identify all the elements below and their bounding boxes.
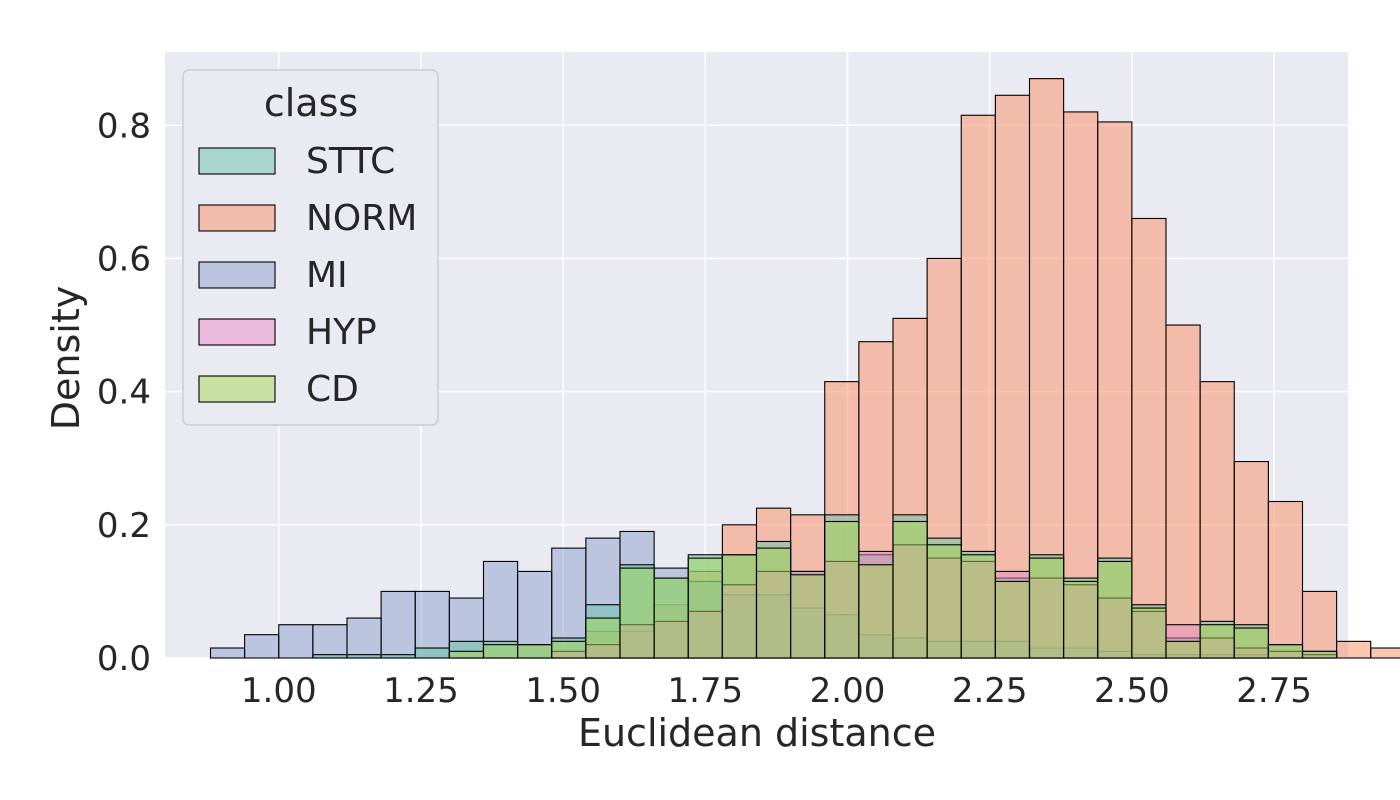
legend-swatch-cd xyxy=(198,375,276,403)
legend-swatch-mi xyxy=(198,261,276,289)
x-tick-label: 1.75 xyxy=(667,671,743,711)
bar-cd xyxy=(892,520,928,659)
bar-norm xyxy=(1131,217,1167,659)
legend: class STTC NORM MI HYP CD xyxy=(182,69,439,426)
bar-cd xyxy=(1131,607,1167,659)
bar-norm xyxy=(1336,640,1372,659)
legend-label-hyp: HYP xyxy=(306,312,377,353)
bar-mi xyxy=(346,617,382,659)
bar-cd xyxy=(517,644,553,659)
bar-sttc xyxy=(346,654,382,659)
x-tick-label: 1.00 xyxy=(241,671,317,711)
series-cd xyxy=(448,520,1338,659)
bar-mi xyxy=(209,647,246,659)
bar-cd xyxy=(755,547,792,659)
bar-cd xyxy=(653,577,689,659)
bar-mi xyxy=(278,624,314,659)
bar-norm xyxy=(1199,381,1235,659)
bar-cd xyxy=(1097,560,1133,659)
histogram-bars xyxy=(209,78,1400,659)
bar-sttc xyxy=(380,654,416,659)
bar-cd xyxy=(721,554,758,659)
x-tick-label: 1.25 xyxy=(383,671,459,711)
bar-norm xyxy=(1165,324,1201,659)
y-tick-label: 0.4 xyxy=(97,373,151,413)
bar-norm xyxy=(1063,111,1099,659)
x-tick-label: 2.75 xyxy=(1236,671,1312,711)
bar-norm xyxy=(1301,590,1338,659)
bar-cd xyxy=(1267,644,1304,659)
bar-cd xyxy=(1028,557,1065,659)
legend-label-cd: CD xyxy=(306,369,359,410)
bar-norm xyxy=(994,94,1031,659)
bar-cd xyxy=(687,557,723,659)
y-tick-label: 0.6 xyxy=(97,239,151,279)
y-axis-label: Density xyxy=(44,286,88,430)
bar-cd xyxy=(1233,627,1269,659)
bar-cd xyxy=(994,580,1031,659)
x-axis-label: Euclidean distance xyxy=(578,711,936,755)
bar-cd xyxy=(551,640,587,659)
x-tick-label: 2.50 xyxy=(1094,671,1170,711)
bar-cd xyxy=(1301,650,1338,659)
bar-mi xyxy=(244,634,280,659)
bar-cd xyxy=(960,554,996,659)
bar-mi xyxy=(380,590,416,659)
legend-label-norm: NORM xyxy=(306,198,417,239)
bar-cd xyxy=(1165,640,1201,659)
legend-label-sttc: STTC xyxy=(306,141,395,182)
legend-swatch-sttc xyxy=(198,147,276,175)
bar-cd xyxy=(448,650,485,659)
bar-cd xyxy=(926,544,962,659)
bar-cd xyxy=(1063,580,1099,659)
y-axis-ticks: 0.0 0.2 0.4 0.6 0.8 xyxy=(97,106,151,679)
bar-mi xyxy=(312,624,348,659)
bar-cd xyxy=(824,520,860,659)
bar-sttc xyxy=(312,654,348,659)
y-tick-label: 0.2 xyxy=(97,506,151,546)
x-tick-label: 1.50 xyxy=(525,671,601,711)
bar-norm xyxy=(1267,500,1304,659)
bar-cd xyxy=(482,644,519,659)
bar-cd xyxy=(858,564,894,659)
legend-swatch-hyp xyxy=(198,318,276,346)
y-tick-label: 0.0 xyxy=(97,639,151,679)
legend-swatch-norm xyxy=(198,204,276,232)
y-tick-label: 0.8 xyxy=(97,106,151,146)
bar-cd xyxy=(1199,624,1235,659)
x-tick-label: 2.25 xyxy=(952,671,1028,711)
bar-mi xyxy=(517,570,553,659)
x-tick-label: 2.00 xyxy=(810,671,886,711)
bar-sttc xyxy=(414,647,450,659)
bar-cd xyxy=(790,574,826,659)
x-axis-ticks: 1.00 1.25 1.50 1.75 2.00 2.25 2.50 2.75 xyxy=(241,671,1312,711)
bar-cd xyxy=(619,567,655,659)
legend-title: class xyxy=(264,81,358,125)
bar-cd xyxy=(585,617,621,659)
bar-norm xyxy=(1370,647,1400,659)
legend-label-mi: MI xyxy=(306,255,348,296)
